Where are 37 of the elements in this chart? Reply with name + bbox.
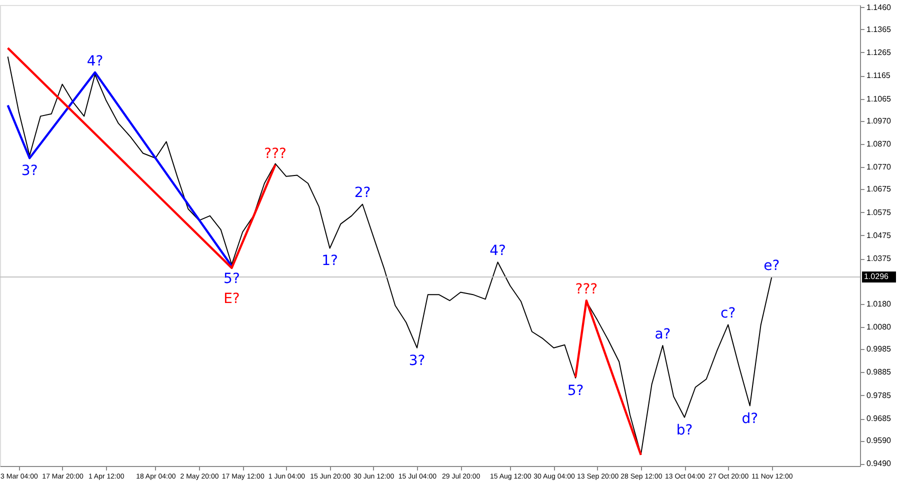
y-tick-label: 0.9685 xyxy=(866,414,892,424)
annotation: 2? xyxy=(354,185,371,202)
annotation: 4? xyxy=(490,243,506,260)
annotation: b? xyxy=(676,422,693,438)
y-tick-label: 1.0475 xyxy=(866,231,892,240)
annotation: e? xyxy=(764,258,780,274)
y-tick-label: 0.9985 xyxy=(866,344,892,354)
y-tick-label: 1.0180 xyxy=(866,299,892,308)
y-tick-label: 1.1065 xyxy=(866,94,892,104)
y-tick-label: 1.0375 xyxy=(866,254,892,264)
y-tick-label: 0.9590 xyxy=(866,436,892,446)
y-tick-label: 1.0770 xyxy=(866,162,892,172)
annotation: 5? xyxy=(224,271,240,288)
annotation: ??? xyxy=(575,282,598,298)
annotation: 3? xyxy=(21,163,38,180)
annotation: 1? xyxy=(322,253,338,270)
ref-line-label: 1.0296 xyxy=(864,272,890,281)
annotation: 4? xyxy=(86,53,104,70)
y-tick-label: 1.0675 xyxy=(866,184,892,194)
y-tick-label: 1.1365 xyxy=(866,24,892,34)
y-tick-label: 1.0080 xyxy=(866,322,892,332)
y-tick-label: 0.9885 xyxy=(866,368,892,377)
y-tick-label: 1.1265 xyxy=(866,48,892,57)
annotation: d? xyxy=(742,410,758,427)
y-tick-label: 1.1165 xyxy=(866,71,891,80)
annotation: ??? xyxy=(264,146,286,162)
y-tick-label: 1.1460 xyxy=(866,2,892,12)
annotation: E? xyxy=(224,290,240,307)
y-tick-label: 1.0870 xyxy=(866,139,892,148)
annotation: c? xyxy=(720,306,736,322)
annotation: 5? xyxy=(567,382,584,399)
annotation: a? xyxy=(654,326,671,343)
y-tick-label: 0.9785 xyxy=(866,390,892,400)
y-tick-label: 1.0970 xyxy=(866,116,892,126)
y-tick-label: 1.0575 xyxy=(866,208,892,217)
annotation: 3? xyxy=(408,352,426,369)
y-tick-label: 0.9490 xyxy=(866,459,892,468)
